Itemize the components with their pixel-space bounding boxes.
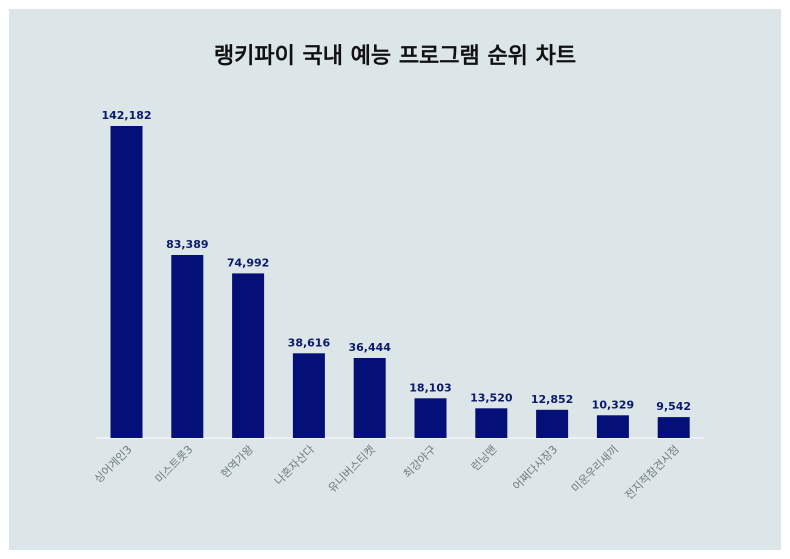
bar-2 <box>171 255 204 438</box>
data-label-4: 38,616 <box>288 336 331 349</box>
x-tick-label-6: 최강야구 <box>401 443 439 481</box>
x-tick-label-10: 전지적참견시점 <box>623 443 682 502</box>
chart-title: 랭키파이 국내 예능 프로그램 순위 차트 <box>213 44 577 69</box>
bar-4 <box>292 353 325 438</box>
x-tick-label-8: 어쩌다사장3 <box>510 443 560 493</box>
data-label-10: 9,542 <box>656 400 691 413</box>
x-tick-label-5: 유니버스티켓 <box>326 443 378 495</box>
bar-8 <box>536 409 569 438</box>
x-tick-label-4: 나혼자산다 <box>272 443 317 488</box>
data-label-6: 18,103 <box>409 381 451 394</box>
bar-1 <box>110 126 143 438</box>
data-label-1: 142,182 <box>101 109 151 122</box>
data-label-8: 12,852 <box>531 393 573 406</box>
bar-7 <box>475 408 508 438</box>
data-label-3: 74,992 <box>227 256 269 269</box>
x-tick-label-7: 런닝맨 <box>469 443 500 474</box>
x-tick-label-2: 미스트롯3 <box>153 443 196 486</box>
x-tick-label-3: 현역가왕 <box>218 443 256 481</box>
bar-10 <box>657 417 690 438</box>
data-label-9: 10,329 <box>592 398 634 411</box>
bar-3 <box>232 273 265 438</box>
x-tick-label-9: 미운우리새끼 <box>569 443 621 495</box>
data-label-2: 83,389 <box>166 238 208 251</box>
bar-9 <box>596 415 629 438</box>
bar-5 <box>353 358 386 438</box>
data-label-7: 13,520 <box>470 391 513 404</box>
x-tick-label-1: 싱어게인3 <box>92 443 135 486</box>
data-label-5: 36,444 <box>348 341 391 354</box>
bar-6 <box>414 398 447 438</box>
